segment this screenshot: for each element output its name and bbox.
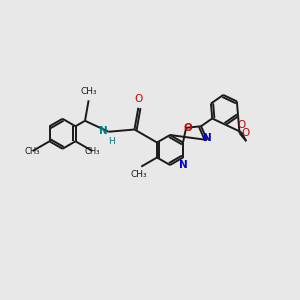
Text: CH₃: CH₃: [131, 169, 148, 178]
Text: N: N: [203, 133, 212, 143]
Text: O: O: [184, 123, 193, 133]
Text: CH₃: CH₃: [85, 146, 100, 155]
Text: O: O: [242, 128, 250, 138]
Text: H: H: [108, 137, 115, 146]
Text: CH₃: CH₃: [25, 146, 40, 155]
Text: CH₃: CH₃: [80, 87, 97, 96]
Text: N: N: [178, 160, 188, 170]
Text: N: N: [99, 126, 108, 136]
Text: O: O: [134, 94, 142, 104]
Text: O: O: [237, 120, 245, 130]
